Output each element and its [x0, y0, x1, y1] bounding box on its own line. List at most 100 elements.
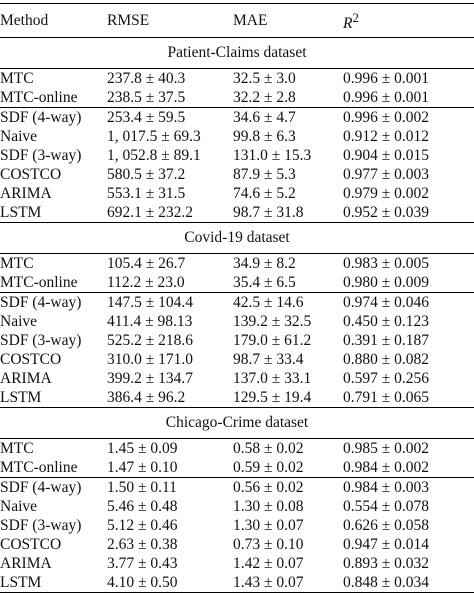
cell-method: MTC-online — [0, 458, 107, 479]
table-row: MTC 1.45 ± 0.09 0.58 ± 0.02 0.985 ± 0.00… — [0, 439, 474, 459]
cell-r2: 0.984 ± 0.002 — [343, 458, 474, 479]
cell-r2: 0.996 ± 0.001 — [343, 88, 474, 109]
cell-r2: 0.980 ± 0.009 — [343, 273, 474, 294]
cell-rmse: 386.4 ± 96.2 — [107, 389, 186, 407]
table-row: MTC-online 112.2 ± 23.0 35.4 ± 6.5 0.980… — [0, 273, 474, 294]
cell-mae: 98.7 ± 31.8 — [233, 204, 304, 222]
table-row: COSTCO 310.0 ± 171.0 98.7 ± 33.4 0.880 ±… — [0, 350, 474, 369]
cell-r2: 0.996 ± 0.001 — [343, 70, 430, 88]
table-row: SDF (4-way) 147.5 ± 104.4 42.5 ± 14.6 0.… — [0, 293, 474, 313]
cell-mae: 98.7 ± 33.4 — [233, 351, 304, 369]
cell-rmse: 399.2 ± 134.7 — [107, 370, 194, 388]
cell-method: ARIMA — [0, 185, 52, 203]
cell-method: SDF (3-way) — [0, 147, 82, 165]
section-covid-19: Covid-19 dataset MTC 105.4 ± 26.7 34.9 ±… — [0, 222, 474, 408]
cell-rmse: 1.47 ± 0.10 — [107, 458, 233, 479]
cell-method: Naive — [0, 498, 38, 516]
cell-mae: 35.4 ± 6.5 — [233, 273, 343, 294]
cell-mae: 1.30 ± 0.08 — [233, 498, 304, 516]
cell-mae: 139.2 ± 32.5 — [233, 313, 312, 331]
section-title: Patient-Claims dataset — [0, 37, 474, 70]
cell-method: COSTCO — [0, 166, 62, 184]
table-row: Naive 1, 017.5 ± 69.3 99.8 ± 6.3 0.912 ±… — [0, 127, 474, 146]
cell-mae: 1.43 ± 0.07 — [233, 573, 343, 593]
header-method: Method — [0, 2, 107, 39]
cell-rmse: 112.2 ± 23.0 — [107, 273, 233, 294]
cell-r2: 0.983 ± 0.005 — [343, 255, 430, 273]
cell-r2: 0.626 ± 0.058 — [343, 517, 430, 535]
cell-r2: 0.391 ± 0.187 — [343, 332, 430, 350]
cell-mae: 137.0 ± 33.1 — [233, 370, 312, 388]
section-title-row: Patient-Claims dataset — [0, 37, 474, 70]
cell-mae: 179.0 ± 61.2 — [233, 332, 312, 350]
section-chicago-crime: Chicago-Crime dataset MTC 1.45 ± 0.09 0.… — [0, 407, 474, 593]
table-row: SDF (3-way) 525.2 ± 218.6 179.0 ± 61.2 0… — [0, 331, 474, 350]
cell-r2: 0.791 ± 0.065 — [343, 389, 430, 407]
section-title-row: Covid-19 dataset — [0, 222, 474, 255]
table-row: MTC-online 1.47 ± 0.10 0.59 ± 0.02 0.984… — [0, 458, 474, 479]
cell-mae: 1.30 ± 0.07 — [233, 517, 304, 535]
cell-method: LSTM — [0, 204, 42, 222]
table-row: Naive 411.4 ± 98.13 139.2 ± 32.5 0.450 ±… — [0, 312, 474, 331]
cell-mae: 87.9 ± 5.3 — [233, 166, 296, 184]
cell-r2: 0.952 ± 0.039 — [343, 204, 430, 222]
cell-method: Naive — [0, 313, 38, 331]
cell-rmse: 253.4 ± 59.5 — [107, 109, 186, 127]
cell-mae: 32.5 ± 3.0 — [233, 70, 296, 88]
cell-method: SDF (4-way) — [0, 294, 82, 312]
table-row: MTC-online 238.5 ± 37.5 32.2 ± 2.8 0.996… — [0, 88, 474, 109]
cell-rmse: 147.5 ± 104.4 — [107, 294, 194, 312]
header-mae: MAE — [233, 2, 343, 39]
cell-rmse: 692.1 ± 232.2 — [107, 204, 194, 222]
cell-mae: 0.58 ± 0.02 — [233, 440, 304, 458]
header-r2: R2 — [343, 2, 474, 39]
section-patient-claims: Patient-Claims dataset MTC 237.8 ± 40.3 … — [0, 37, 474, 223]
cell-mae: 0.73 ± 0.10 — [233, 536, 304, 554]
cell-rmse: 237.8 ± 40.3 — [107, 70, 186, 88]
cell-method: SDF (4-way) — [0, 479, 82, 497]
cell-mae: 34.6 ± 4.7 — [233, 109, 296, 127]
cell-mae: 42.5 ± 14.6 — [233, 294, 304, 312]
cell-method: SDF (3-way) — [0, 332, 82, 350]
cell-mae: 0.59 ± 0.02 — [233, 458, 343, 479]
section-title: Chicago-Crime dataset — [0, 407, 474, 440]
table-row: LSTM 386.4 ± 96.2 129.5 ± 19.4 0.791 ± 0… — [0, 388, 474, 408]
cell-rmse: 580.5 ± 37.2 — [107, 166, 186, 184]
table-row: MTC 105.4 ± 26.7 34.9 ± 8.2 0.983 ± 0.00… — [0, 254, 474, 274]
table-row: MTC 237.8 ± 40.3 32.5 ± 3.0 0.996 ± 0.00… — [0, 69, 474, 89]
cell-r2: 0.880 ± 0.082 — [343, 351, 430, 369]
cell-mae: 129.5 ± 19.4 — [233, 389, 312, 407]
table-header-row: Method RMSE MAE R2 — [0, 2, 474, 39]
table-row: ARIMA 3.77 ± 0.43 1.42 ± 0.07 0.893 ± 0.… — [0, 554, 474, 573]
cell-method: Naive — [0, 128, 38, 146]
cell-mae: 32.2 ± 2.8 — [233, 88, 343, 109]
cell-r2: 0.985 ± 0.002 — [343, 440, 430, 458]
cell-r2: 0.979 ± 0.002 — [343, 185, 430, 203]
cell-rmse: 525.2 ± 218.6 — [107, 332, 194, 350]
cell-method: MTC — [0, 440, 34, 458]
cell-mae: 131.0 ± 15.3 — [233, 147, 312, 165]
cell-rmse: 5.46 ± 0.48 — [107, 498, 178, 516]
cell-r2: 0.974 ± 0.046 — [343, 294, 430, 312]
cell-rmse: 553.1 ± 31.5 — [107, 185, 186, 203]
table-row: ARIMA 399.2 ± 134.7 137.0 ± 33.1 0.597 ±… — [0, 369, 474, 388]
cell-r2: 0.984 ± 0.003 — [343, 479, 430, 497]
table-row: COSTCO 2.63 ± 0.38 0.73 ± 0.10 0.947 ± 0… — [0, 535, 474, 554]
cell-rmse: 1.50 ± 0.11 — [107, 479, 177, 497]
table-row: ARIMA 553.1 ± 31.5 74.6 ± 5.2 0.979 ± 0.… — [0, 184, 474, 203]
cell-method: SDF (4-way) — [0, 109, 82, 127]
cell-method: LSTM — [0, 389, 42, 407]
cell-rmse: 411.4 ± 98.13 — [107, 313, 193, 331]
cell-mae: 99.8 ± 6.3 — [233, 128, 296, 146]
cell-rmse: 105.4 ± 26.7 — [107, 255, 186, 273]
cell-r2: 0.904 ± 0.015 — [343, 147, 430, 165]
cell-method: MTC-online — [0, 273, 107, 294]
cell-rmse: 2.63 ± 0.38 — [107, 536, 178, 554]
cell-method: COSTCO — [0, 351, 62, 369]
cell-method: MTC-online — [0, 88, 107, 109]
cell-mae: 74.6 ± 5.2 — [233, 185, 296, 203]
cell-method: COSTCO — [0, 536, 62, 554]
cell-method: ARIMA — [0, 555, 52, 573]
